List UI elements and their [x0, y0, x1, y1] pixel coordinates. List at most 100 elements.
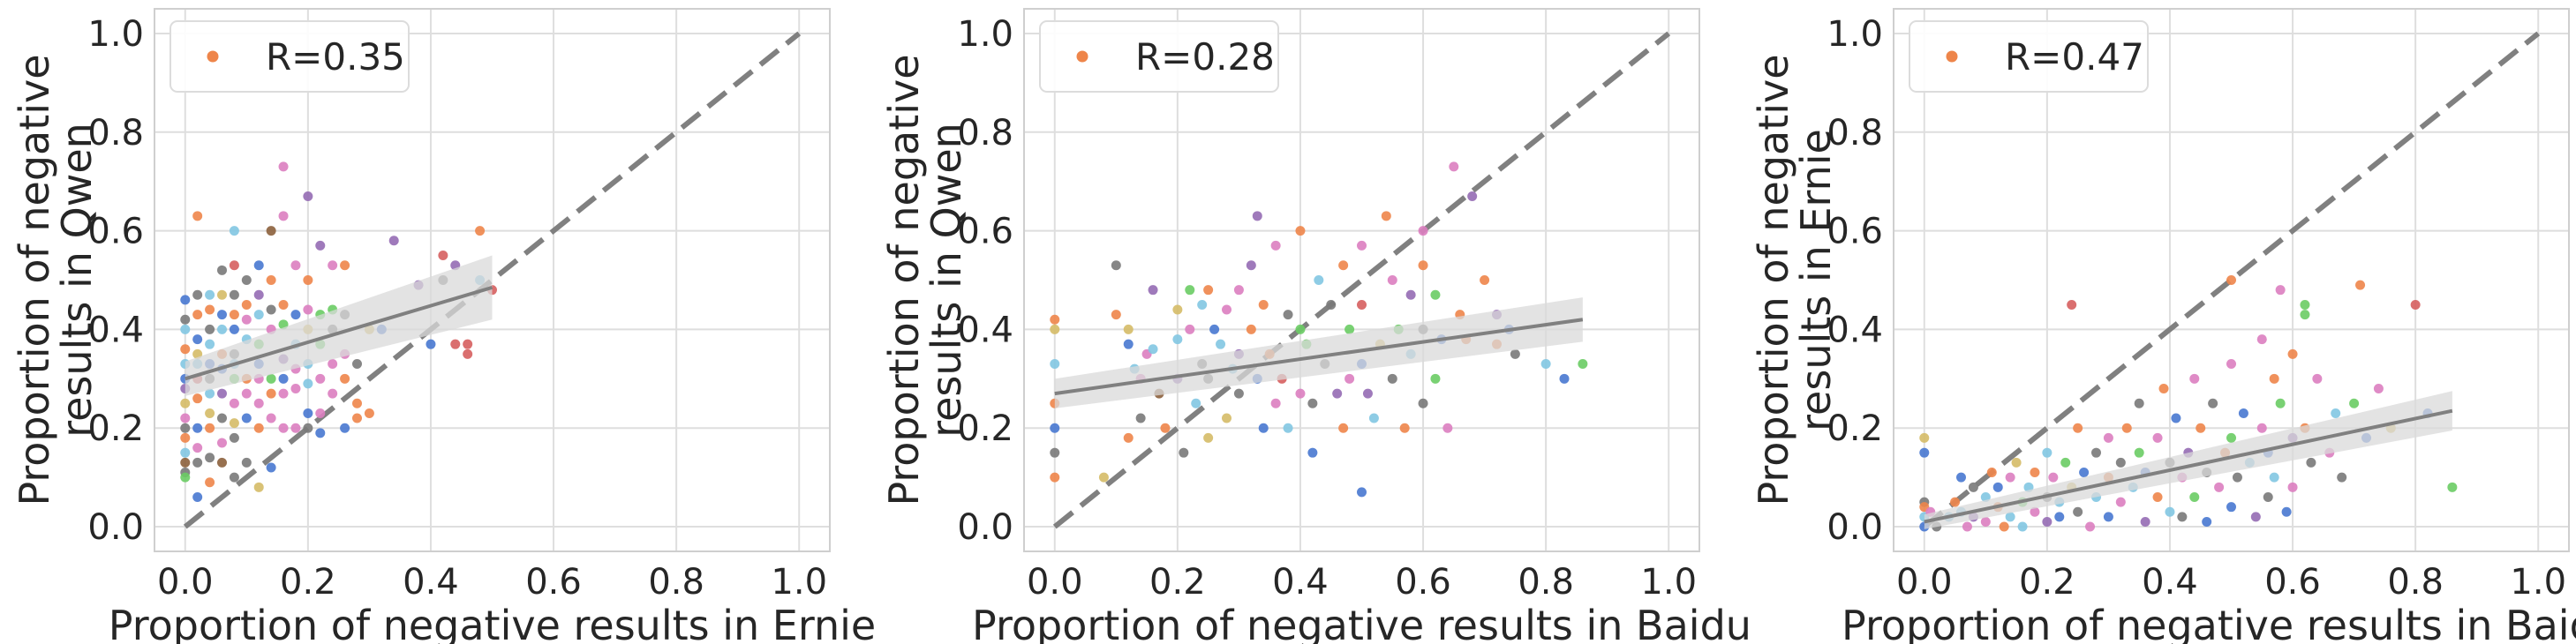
chart-1-point-90	[278, 373, 289, 384]
chart-2-y-axis-label: Proportion of negativeresults in Qwen	[880, 54, 970, 505]
chart-3-point-69	[2208, 398, 2218, 408]
chart-1-point-24	[192, 443, 203, 453]
chart-1-point-29	[205, 324, 215, 334]
chart-1-x-tick-label: 0.0	[157, 562, 214, 603]
chart-3-point-55	[2152, 432, 2163, 443]
chart-3-point-29	[2042, 447, 2053, 458]
chart-1-frame	[154, 8, 831, 552]
chart-3-point-88	[2281, 506, 2292, 517]
chart-1-point-85	[278, 161, 289, 172]
chart-3-point-52	[2134, 447, 2144, 458]
chart-1-point-3	[180, 344, 191, 355]
chart-2-point-100	[1578, 359, 1588, 370]
chart-1-x-tick-label: 0.2	[280, 562, 336, 603]
chart-2-y-tick-label: 0.4	[957, 310, 1013, 350]
chart-2-point-76	[1387, 373, 1397, 384]
chart-3-point-68	[2202, 516, 2212, 527]
chart-2-point-53	[1295, 226, 1306, 236]
chart-3-point-81	[2256, 423, 2267, 433]
chart-1-point-22	[192, 393, 203, 404]
chart-2-point-78	[1399, 423, 1410, 433]
chart-1-point-34	[205, 408, 215, 418]
chart-2-point-8	[1111, 260, 1121, 271]
chart-1-point-25	[192, 457, 203, 468]
chart-1-point-39	[217, 289, 227, 300]
chart-1-point-52	[229, 324, 239, 334]
chart-1-point-79	[266, 304, 276, 315]
chart-1-point-11	[180, 447, 191, 458]
chart-3-point-56	[2152, 492, 2163, 502]
chart-1-point-135	[450, 339, 461, 349]
chart-1-point-93	[290, 260, 301, 271]
chart-2-point-36	[1222, 413, 1232, 423]
chart-1-x-tick-label: 0.6	[525, 562, 582, 603]
chart-1-point-41	[217, 324, 227, 334]
chart-2-y-axis-label-line: results in Qwen	[923, 123, 970, 438]
chart-1-point-26	[192, 492, 203, 502]
chart-2-point-55	[1295, 388, 1306, 399]
chart-1-point-118	[340, 260, 350, 271]
chart-3-point-1	[1919, 447, 1930, 458]
chart-2-diagonal-line	[1052, 31, 1671, 529]
chart-3-point-84	[2269, 373, 2279, 384]
chart-2-point-6	[1050, 472, 1060, 483]
chart-3-x-tick-label: 0.2	[2019, 562, 2075, 603]
chart-3-point-91	[2287, 482, 2298, 492]
chart-3-point-100	[2349, 398, 2360, 408]
chart-3: 0.0 0.2 0.4 0.6 0.8 1.00.00.20.40.60.81.0Prop…	[1750, 8, 2576, 644]
chart-3-legend-marker	[1946, 50, 1958, 63]
chart-1-point-117	[328, 388, 338, 399]
chart-2-point-97	[1510, 348, 1520, 359]
chart-3-y-tick-label: 0.2	[1827, 408, 1883, 449]
chart-1-point-138	[475, 226, 486, 236]
chart-2-point-46	[1258, 423, 1269, 433]
chart-2-point-12	[1123, 432, 1134, 443]
chart-2-x-tick-label: 0.2	[1149, 562, 1206, 603]
chart-1-legend-label: R=0.35	[266, 35, 405, 79]
chart-1-point-104	[303, 378, 313, 389]
chart-1-y-tick-label: 0.8	[87, 113, 144, 154]
chart-2-point-2	[1050, 359, 1060, 370]
chart-2-point-68	[1357, 299, 1367, 310]
chart-1-y-axis-label-line: results in Qwen	[53, 123, 101, 438]
chart-1-point-50	[229, 289, 239, 300]
chart-2-point-70	[1357, 487, 1367, 498]
chart-1-point-82	[266, 388, 276, 399]
chart-2-point-79	[1405, 289, 1416, 300]
chart-1-y-tick-label: 1.0	[87, 14, 144, 55]
chart-1-point-99	[303, 191, 313, 201]
chart-1-point-97	[290, 384, 301, 393]
chart-2-point-10	[1123, 324, 1134, 334]
chart-1-point-35	[205, 423, 215, 433]
chart-3-point-25	[2017, 521, 2028, 532]
chart-1-point-58	[229, 432, 239, 443]
chart-1-point-1	[180, 314, 191, 325]
chart-2-y-tick-label: 0.0	[957, 507, 1013, 548]
chart-3-point-74	[2226, 432, 2236, 443]
chart-2-point-71	[1362, 388, 1373, 399]
chart-2-x-tick-label: 0.8	[1518, 562, 1574, 603]
chart-1-y-axis-label: Proportion of negativeresults in Qwen	[11, 54, 101, 505]
chart-2-point-34	[1216, 339, 1226, 349]
chart-1-point-77	[266, 226, 276, 236]
chart-1-point-56	[229, 398, 239, 408]
chart-2-point-74	[1381, 211, 1391, 221]
chart-3-point-59	[2165, 506, 2175, 517]
chart-1-point-110	[315, 373, 326, 384]
chart-2-point-24	[1179, 447, 1189, 458]
chart-3-point-92	[2300, 299, 2310, 310]
chart-3-point-31	[2042, 516, 2053, 527]
chart-3-point-51	[2134, 398, 2144, 408]
chart-1-point-94	[290, 310, 301, 320]
chart-3-legend-label: R=0.47	[2005, 35, 2144, 79]
chart-2-point-58	[1307, 447, 1318, 458]
chart-1-point-0	[180, 295, 191, 305]
chart-3-point-16	[1980, 516, 1991, 527]
chart-3-point-96	[2312, 373, 2323, 384]
chart-2-point-0	[1050, 314, 1060, 325]
chart-3-point-34	[2054, 512, 2065, 522]
chart-3-point-17	[1986, 468, 1997, 478]
chart-2-point-89	[1449, 161, 1459, 172]
chart-2-point-27	[1191, 398, 1201, 408]
chart-1-point-47	[217, 457, 227, 468]
